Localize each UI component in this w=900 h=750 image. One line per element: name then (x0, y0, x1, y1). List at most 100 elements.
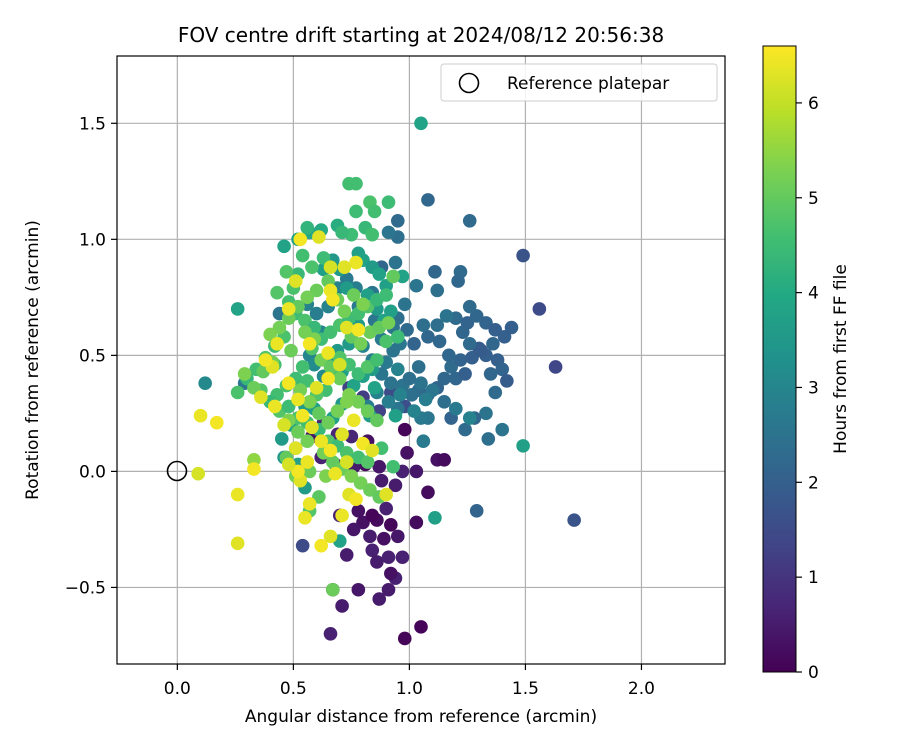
data-point (388, 255, 403, 270)
x-tick-label: 0.5 (280, 679, 307, 699)
data-point (479, 316, 493, 330)
data-point (337, 304, 352, 319)
data-point (442, 348, 456, 363)
data-point (462, 336, 477, 351)
colorbar-tick-label: 4 (808, 284, 819, 304)
data-point (300, 290, 315, 305)
data-point (374, 473, 389, 488)
data-point (390, 329, 405, 344)
data-point (309, 381, 324, 395)
data-point (486, 336, 500, 351)
data-point (474, 343, 489, 358)
data-point (437, 394, 452, 409)
data-point (416, 434, 431, 449)
data-point (356, 515, 370, 530)
data-point (198, 376, 212, 391)
data-point (335, 599, 349, 613)
data-point (295, 538, 310, 553)
data-point (404, 388, 419, 402)
x-axis-label: Angular distance from reference (arcmin) (245, 707, 597, 727)
data-point (409, 464, 424, 479)
data-point (430, 318, 445, 332)
data-point (370, 413, 384, 428)
data-point (323, 529, 338, 544)
colorbar-tick-label: 6 (808, 94, 819, 114)
data-point (305, 420, 319, 435)
data-point (414, 620, 428, 634)
y-tick-label: 0.0 (79, 462, 106, 482)
data-point (390, 362, 405, 377)
data-point (302, 394, 317, 409)
colorbar-tick-label: 5 (808, 189, 819, 209)
data-point (323, 325, 338, 339)
data-point (298, 511, 312, 525)
data-point (344, 469, 359, 483)
data-point (500, 374, 514, 388)
data-point (323, 627, 338, 641)
data-point (504, 320, 519, 335)
data-point (321, 415, 335, 430)
data-point (353, 476, 368, 490)
data-point (548, 360, 563, 374)
data-point (497, 329, 512, 344)
data-point (367, 381, 382, 395)
data-point (421, 485, 435, 500)
data-point (416, 318, 431, 332)
colorbar-tick-label: 1 (808, 568, 819, 588)
colorbar: 0 1 2 3 4 5 6 Hours from first FF file (762, 45, 851, 683)
data-point (469, 504, 484, 518)
data-point (339, 394, 354, 409)
data-point (462, 213, 477, 228)
data-point (277, 418, 291, 432)
data-point (444, 360, 458, 374)
data-point (312, 406, 326, 421)
data-point (351, 394, 366, 409)
data-point (349, 204, 363, 219)
data-point (272, 320, 287, 335)
data-point (407, 336, 421, 351)
y-axis-ticks: −0.5 0.0 0.5 1.0 1.5 (65, 114, 117, 598)
data-point (395, 550, 410, 565)
data-point (230, 302, 245, 316)
data-point (356, 297, 370, 312)
data-point (372, 267, 387, 281)
data-point (323, 260, 338, 274)
data-point (388, 478, 403, 493)
x-axis-ticks: 0.0 0.5 1.0 1.5 2.0 (164, 664, 655, 699)
data-point (365, 227, 380, 242)
data-point (397, 297, 412, 312)
data-point (381, 394, 396, 409)
data-point (326, 582, 340, 597)
data-point (460, 316, 475, 330)
data-point (402, 371, 417, 386)
data-point (291, 392, 305, 407)
data-point (281, 376, 296, 391)
data-point (495, 422, 510, 437)
data-point (295, 360, 310, 374)
data-point (263, 327, 277, 342)
data-point (339, 455, 354, 469)
data-point (346, 522, 361, 537)
legend-label-reference-platepar: Reference platepar (507, 74, 669, 94)
data-point (481, 432, 496, 446)
data-point (298, 325, 312, 339)
data-point (360, 404, 375, 418)
data-point (247, 462, 261, 476)
data-point (332, 371, 347, 386)
data-point (305, 260, 319, 274)
y-axis-label: Rotation from reference (arcmin) (23, 220, 43, 500)
data-point (379, 334, 393, 349)
data-point (365, 508, 380, 523)
data-point (377, 531, 391, 546)
data-point (349, 255, 363, 270)
data-point (488, 323, 503, 337)
data-point (365, 443, 380, 458)
reference-platepar-marker (166, 460, 188, 482)
data-point (381, 582, 396, 597)
data-point (397, 422, 412, 437)
data-point (288, 274, 303, 288)
data-point (432, 334, 447, 349)
data-point (330, 404, 345, 418)
data-point (400, 323, 414, 337)
